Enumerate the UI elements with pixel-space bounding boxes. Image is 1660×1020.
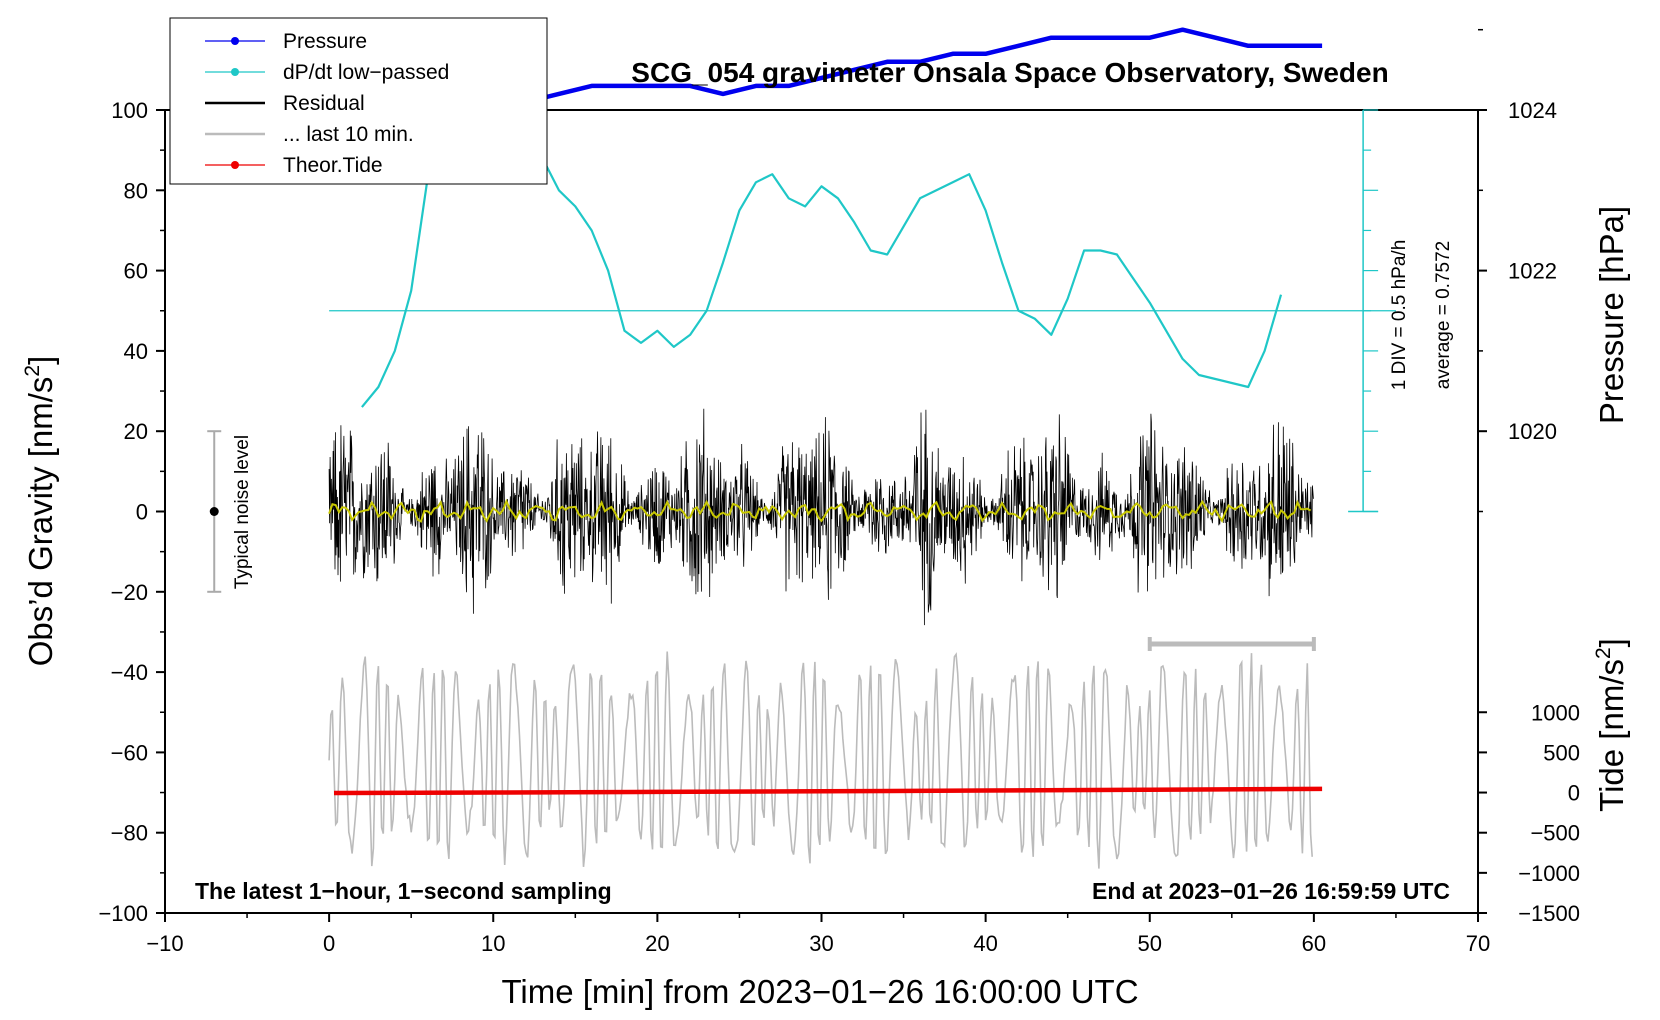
tide-axis-label: Tide [nm/s2] — [1592, 638, 1630, 812]
y-tick-label: 20 — [124, 419, 148, 444]
y-tick-label: 60 — [124, 259, 148, 284]
legend-box — [169, 17, 548, 185]
y-tick-label: 40 — [124, 339, 148, 364]
y-axis-label: Obs’d Gravity [nm/s2] — [21, 356, 59, 667]
tide-tick-label: 500 — [1543, 740, 1580, 765]
tide-tick-label: 0 — [1568, 781, 1580, 806]
annotation-sampling: The latest 1−hour, 1−second sampling — [195, 878, 612, 904]
y-tick-label: −20 — [111, 580, 148, 605]
annotation-div: 1 DIV = 0.5 hPa/h — [1389, 240, 1410, 391]
x-tick-label: 10 — [481, 931, 505, 956]
x-tick-label: 40 — [973, 931, 997, 956]
series-residual — [328, 408, 1314, 626]
pressure-tick-label: 1024 — [1508, 98, 1557, 123]
y-tick-label: −100 — [98, 901, 148, 926]
series-last10-oscillation — [328, 651, 1313, 869]
series-theor-tide — [333, 786, 1323, 796]
legend-label: Pressure — [283, 30, 367, 53]
legend: Pressure dP/dt low−passed Residual ... last… — [169, 17, 548, 185]
pressure-tick-label: 1020 — [1508, 419, 1557, 444]
x-tick-label: −10 — [146, 931, 183, 956]
x-tick-label: 50 — [1138, 931, 1162, 956]
tide-tick-label: −1500 — [1518, 901, 1580, 926]
legend-marker — [231, 68, 239, 76]
tide-tick-label: −1000 — [1518, 861, 1580, 886]
x-tick-label: 20 — [645, 931, 669, 956]
legend-label: dP/dt low−passed — [283, 61, 449, 84]
tide-tick-label: −500 — [1530, 821, 1580, 846]
legend-marker — [231, 37, 239, 45]
x-tick-label: 0 — [323, 931, 335, 956]
series-residual-smoothed — [328, 498, 1312, 524]
tide-tick-label: 1000 — [1531, 700, 1580, 725]
noise-bar-center — [209, 507, 219, 516]
y-tick-label: −40 — [111, 660, 148, 685]
chart-title: SCG_054 gravimeter Onsala Space Observat… — [631, 57, 1388, 88]
annotation-end-time: End at 2023−01−26 16:59:59 UTC — [1092, 878, 1450, 904]
x-tick-label: 70 — [1466, 931, 1490, 956]
annotation-noise-level: Typical noise level — [232, 435, 253, 589]
x-tick-label: 30 — [809, 931, 833, 956]
legend-label: ... last 10 min. — [283, 123, 414, 146]
pressure-axis-label: Pressure [hPa] — [1593, 206, 1630, 424]
x-tick-label: 60 — [1302, 931, 1326, 956]
pressure-tick-label: 1022 — [1508, 259, 1557, 284]
x-axis-label: Time [min] from 2023−01−26 16:00:00 UTC — [501, 973, 1138, 1010]
legend-marker — [231, 161, 239, 169]
y-tick-label: 0 — [136, 500, 148, 525]
y-tick-label: 80 — [124, 178, 148, 203]
y-tick-label: −60 — [111, 740, 148, 765]
y-tick-label: −80 — [111, 821, 148, 846]
y-tick-label: 100 — [111, 98, 148, 123]
legend-label: Theor.Tide — [283, 154, 383, 177]
legend-label: Residual — [283, 92, 365, 115]
annotation-average: average = 0.7572 — [1433, 241, 1454, 389]
